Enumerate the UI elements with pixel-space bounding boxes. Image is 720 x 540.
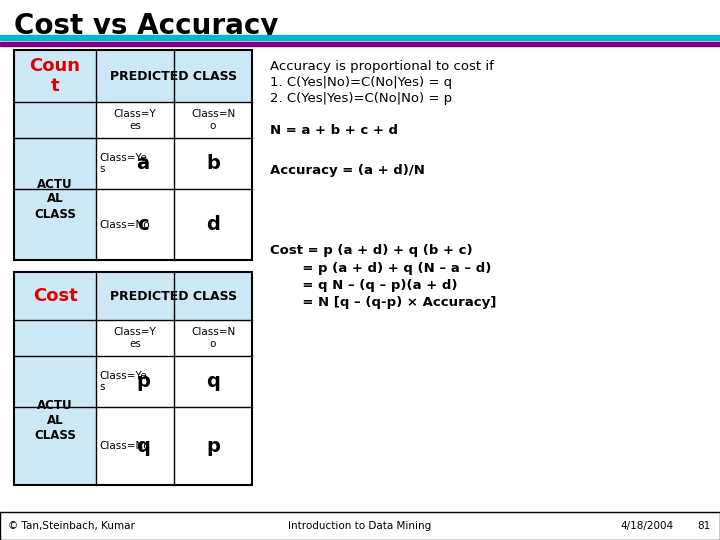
Bar xyxy=(96,272,252,320)
Text: Cost vs Accuracy: Cost vs Accuracy xyxy=(14,12,279,40)
Text: Class=No: Class=No xyxy=(99,441,150,451)
Bar xyxy=(14,102,96,260)
Text: a: a xyxy=(136,154,150,173)
Text: Coun
t: Coun t xyxy=(30,57,81,96)
Text: Introduction to Data Mining: Introduction to Data Mining xyxy=(289,521,431,531)
Text: Cost = p (a + d) + q (b + c): Cost = p (a + d) + q (b + c) xyxy=(270,244,472,257)
Text: d: d xyxy=(206,215,220,234)
Text: = q N – (q – p)(a + d): = q N – (q – p)(a + d) xyxy=(270,279,457,292)
Bar xyxy=(14,320,96,485)
Text: Accuracy is proportional to cost if: Accuracy is proportional to cost if xyxy=(270,60,494,73)
Text: b: b xyxy=(206,154,220,173)
Text: N = a + b + c + d: N = a + b + c + d xyxy=(270,124,398,137)
Text: Class=N
o: Class=N o xyxy=(191,109,235,131)
Text: © Tan,Steinbach, Kumar: © Tan,Steinbach, Kumar xyxy=(8,521,135,531)
Text: ACTU
AL
CLASS: ACTU AL CLASS xyxy=(34,399,76,442)
Bar xyxy=(0,42,720,46)
Bar xyxy=(96,50,252,102)
Bar xyxy=(0,35,720,40)
Bar xyxy=(14,272,252,485)
Text: q: q xyxy=(206,372,220,391)
Text: Class=Y
es: Class=Y es xyxy=(114,109,156,131)
Text: = p (a + d) + q (N – a – d): = p (a + d) + q (N – a – d) xyxy=(270,262,491,275)
Bar xyxy=(0,512,720,540)
Text: p: p xyxy=(206,436,220,456)
Text: = N [q – (q-p) × Accuracy]: = N [q – (q-p) × Accuracy] xyxy=(270,296,496,309)
Text: c: c xyxy=(138,215,149,234)
Bar xyxy=(14,272,96,320)
Text: 81: 81 xyxy=(697,521,710,531)
Bar xyxy=(14,50,96,102)
Text: Class=Ye
s: Class=Ye s xyxy=(99,370,147,392)
Text: 1. C(Yes|No)=C(No|Yes) = q: 1. C(Yes|No)=C(No|Yes) = q xyxy=(270,76,452,89)
Text: q: q xyxy=(136,436,150,456)
Text: ACTU
AL
CLASS: ACTU AL CLASS xyxy=(34,178,76,220)
Text: Class=Y
es: Class=Y es xyxy=(114,327,156,349)
Text: Cost: Cost xyxy=(32,287,77,305)
Text: 2. C(Yes|Yes)=C(No|No) = p: 2. C(Yes|Yes)=C(No|No) = p xyxy=(270,92,452,105)
Text: Accuracy = (a + d)/N: Accuracy = (a + d)/N xyxy=(270,164,425,177)
Text: PREDICTED CLASS: PREDICTED CLASS xyxy=(110,70,238,83)
Text: 4/18/2004: 4/18/2004 xyxy=(620,521,673,531)
Text: Class=No: Class=No xyxy=(99,219,150,230)
Text: Class=N
o: Class=N o xyxy=(191,327,235,349)
Text: PREDICTED CLASS: PREDICTED CLASS xyxy=(110,289,238,302)
Text: p: p xyxy=(136,372,150,391)
Text: Class=Ye
s: Class=Ye s xyxy=(99,153,147,174)
Bar xyxy=(14,50,252,260)
